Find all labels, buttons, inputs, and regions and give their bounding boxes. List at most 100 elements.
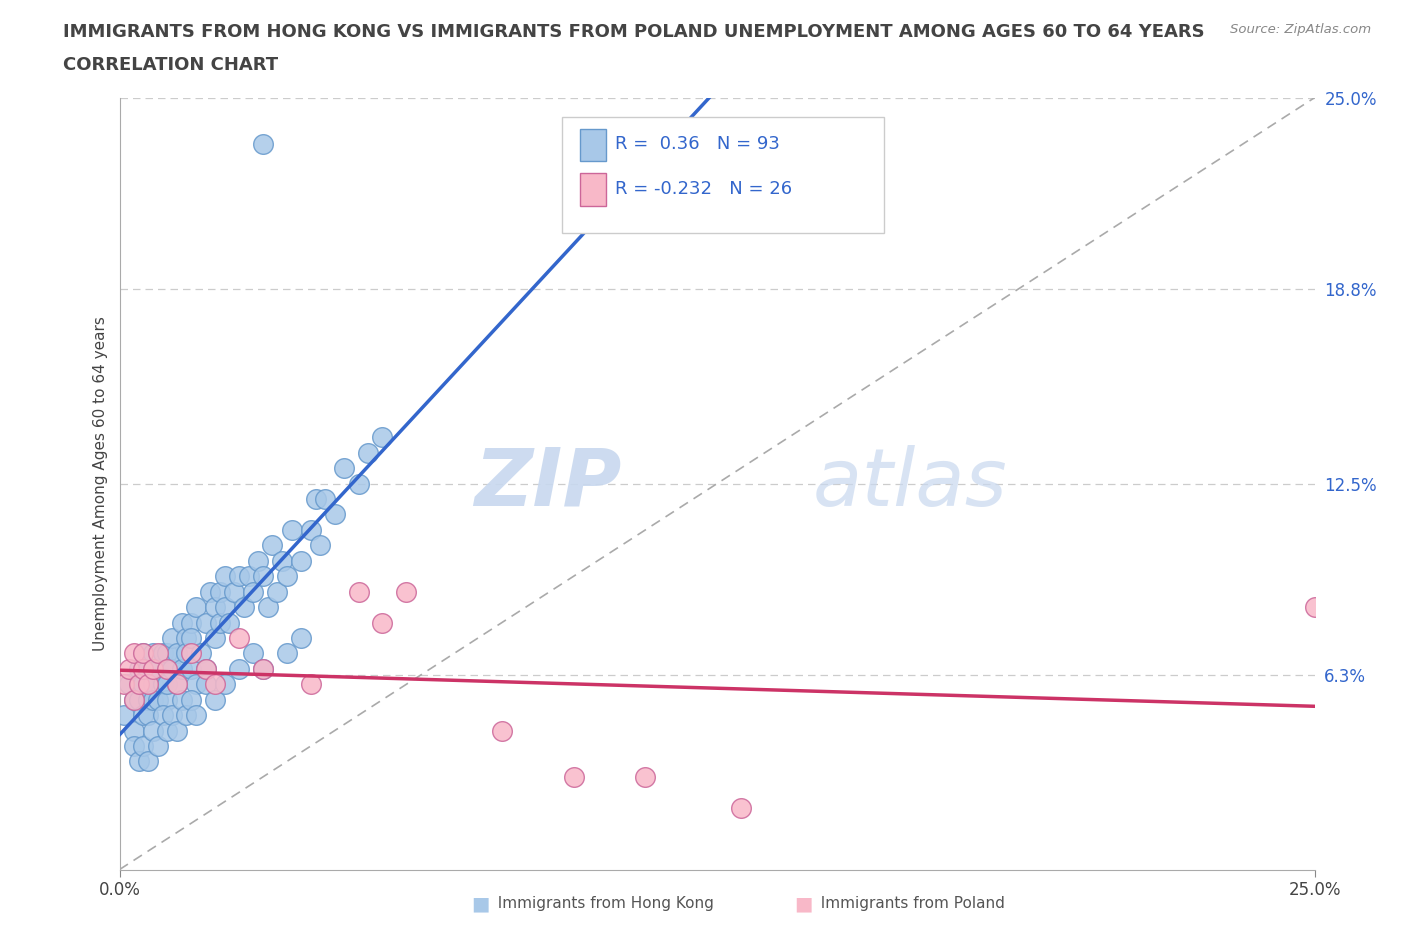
Bar (579, 128, 606, 161)
Point (200, 584, 222, 599)
Point (136, 754, 159, 769)
Point (156, 661, 179, 676)
Point (395, 584, 418, 599)
Point (122, 692, 145, 707)
Point (256, 600, 278, 615)
Point (290, 631, 312, 645)
Point (309, 538, 332, 552)
Point (160, 708, 183, 723)
Point (132, 738, 155, 753)
Point (262, 538, 284, 552)
Point (146, 646, 169, 661)
Point (194, 661, 217, 676)
Point (142, 661, 165, 676)
Point (271, 553, 294, 568)
Point (156, 661, 179, 676)
Point (136, 708, 159, 723)
Point (371, 615, 394, 630)
Point (142, 677, 165, 692)
Point (118, 661, 141, 676)
Point (276, 646, 298, 661)
Point (1303, 600, 1326, 615)
Point (170, 615, 193, 630)
Point (357, 445, 380, 460)
Point (128, 754, 150, 769)
Point (204, 600, 226, 615)
Point (136, 661, 159, 676)
Point (304, 492, 326, 507)
Point (112, 708, 135, 723)
Point (252, 137, 274, 152)
Point (132, 646, 155, 661)
Point (194, 615, 217, 630)
Point (280, 523, 302, 538)
Point (299, 677, 322, 692)
Point (180, 661, 202, 676)
Point (204, 631, 226, 645)
Point (156, 724, 179, 738)
Point (180, 646, 202, 661)
Point (132, 708, 155, 723)
Point (112, 677, 135, 692)
Point (122, 738, 145, 753)
Point (170, 661, 193, 676)
Point (146, 661, 169, 676)
Point (218, 615, 240, 630)
Y-axis label: Unemployment Among Ages 60 to 64 years: Unemployment Among Ages 60 to 64 years (93, 316, 108, 651)
Text: IMMIGRANTS FROM HONG KONG VS IMMIGRANTS FROM POLAND UNEMPLOYMENT AMONG AGES 60 T: IMMIGRANTS FROM HONG KONG VS IMMIGRANTS … (63, 23, 1205, 41)
Text: atlas: atlas (813, 445, 1008, 523)
Text: ■: ■ (794, 895, 813, 913)
Point (194, 677, 217, 692)
Point (156, 646, 179, 661)
Point (232, 600, 254, 615)
Point (142, 646, 165, 661)
Point (347, 584, 370, 599)
Point (156, 692, 179, 707)
Point (208, 615, 231, 630)
Point (180, 692, 202, 707)
Point (156, 677, 179, 692)
Point (314, 492, 336, 507)
Text: ■: ■ (471, 895, 489, 913)
Bar (579, 173, 606, 206)
Point (166, 724, 188, 738)
Point (122, 646, 145, 661)
Point (204, 677, 226, 692)
Point (371, 430, 394, 445)
Point (152, 677, 174, 692)
Point (152, 708, 174, 723)
Point (142, 692, 165, 707)
Point (184, 708, 207, 723)
Point (118, 677, 141, 692)
Point (252, 661, 274, 676)
Text: Immigrants from Hong Kong: Immigrants from Hong Kong (488, 897, 714, 911)
Text: ZIP: ZIP (474, 445, 621, 523)
Point (128, 677, 150, 692)
Point (228, 631, 250, 645)
Text: R =  0.36   N = 93: R = 0.36 N = 93 (616, 135, 780, 153)
Point (136, 692, 159, 707)
Point (730, 801, 752, 816)
Point (266, 584, 288, 599)
Point (228, 569, 250, 584)
Point (252, 569, 274, 584)
Point (176, 631, 198, 645)
Point (276, 569, 298, 584)
Point (132, 646, 155, 661)
Point (562, 769, 585, 784)
Point (347, 476, 370, 491)
Point (184, 600, 207, 615)
Point (132, 661, 155, 676)
Point (242, 646, 264, 661)
Point (122, 692, 145, 707)
Point (160, 661, 183, 676)
Text: Immigrants from Poland: Immigrants from Poland (811, 897, 1005, 911)
Point (180, 631, 202, 645)
Point (152, 646, 174, 661)
Text: Source: ZipAtlas.com: Source: ZipAtlas.com (1230, 23, 1371, 36)
Point (214, 600, 236, 615)
Point (299, 523, 322, 538)
Point (166, 646, 188, 661)
Point (176, 646, 198, 661)
Text: R = -0.232   N = 26: R = -0.232 N = 26 (616, 179, 793, 198)
